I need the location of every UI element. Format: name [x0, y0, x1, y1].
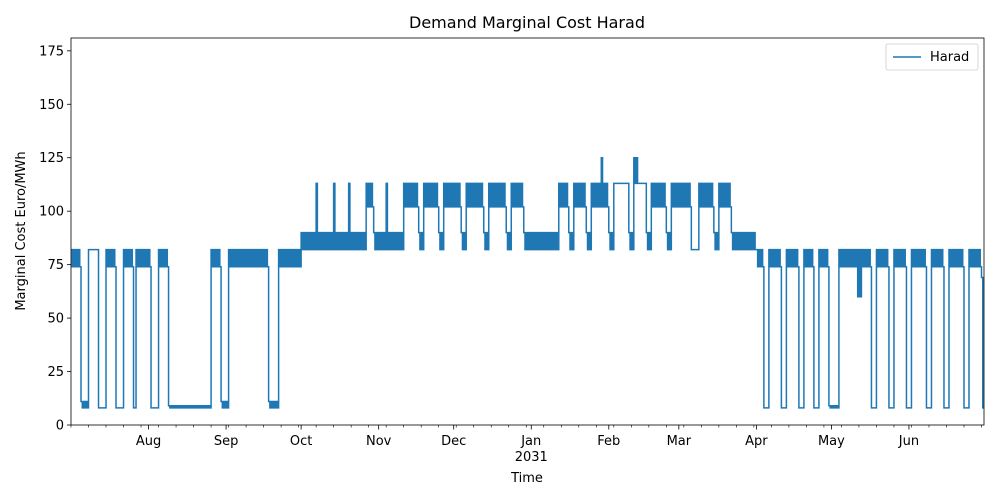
- y-tick-label: 150: [39, 98, 64, 113]
- y-tick-label: 75: [47, 258, 64, 273]
- legend-label-harad: Harad: [930, 50, 969, 65]
- y-tick-label: 125: [39, 151, 64, 166]
- x-tick-label: Jan: [520, 434, 541, 449]
- x-tick-label: May: [818, 434, 845, 449]
- x-tick-label: Jun: [898, 434, 919, 449]
- y-tick-label: 175: [39, 44, 64, 59]
- plot-frame: [70, 37, 985, 426]
- x-axis-label: Time: [510, 471, 543, 486]
- x-tick-label: Feb: [597, 434, 620, 449]
- legend-box: [885, 43, 979, 71]
- y-tick-label: 50: [47, 312, 64, 327]
- x-tick-label: Nov: [366, 434, 392, 449]
- y-axis: 0 25 50 75 100 125 150 175: [39, 44, 71, 434]
- x-tick-label: Sep: [214, 434, 239, 449]
- plot-area: [70, 37, 985, 426]
- series-harad-line: [71, 156, 984, 409]
- y-tick-label: 100: [39, 205, 64, 220]
- y-tick-label: 0: [56, 419, 64, 434]
- chart-title: Demand Marginal Cost Harad: [409, 13, 645, 32]
- legend: Harad: [885, 43, 979, 71]
- y-axis-label: Marginal Cost Euro/MWh: [14, 151, 29, 310]
- x-tick-label: Oct: [290, 434, 312, 449]
- x-tick-label: Apr: [745, 434, 768, 449]
- x-tick-year-label: 2031: [515, 450, 548, 465]
- x-tick-label: Aug: [136, 434, 161, 449]
- x-tick-label: Dec: [441, 434, 466, 449]
- x-tick-label: Mar: [667, 434, 692, 449]
- y-tick-label: 25: [47, 365, 64, 380]
